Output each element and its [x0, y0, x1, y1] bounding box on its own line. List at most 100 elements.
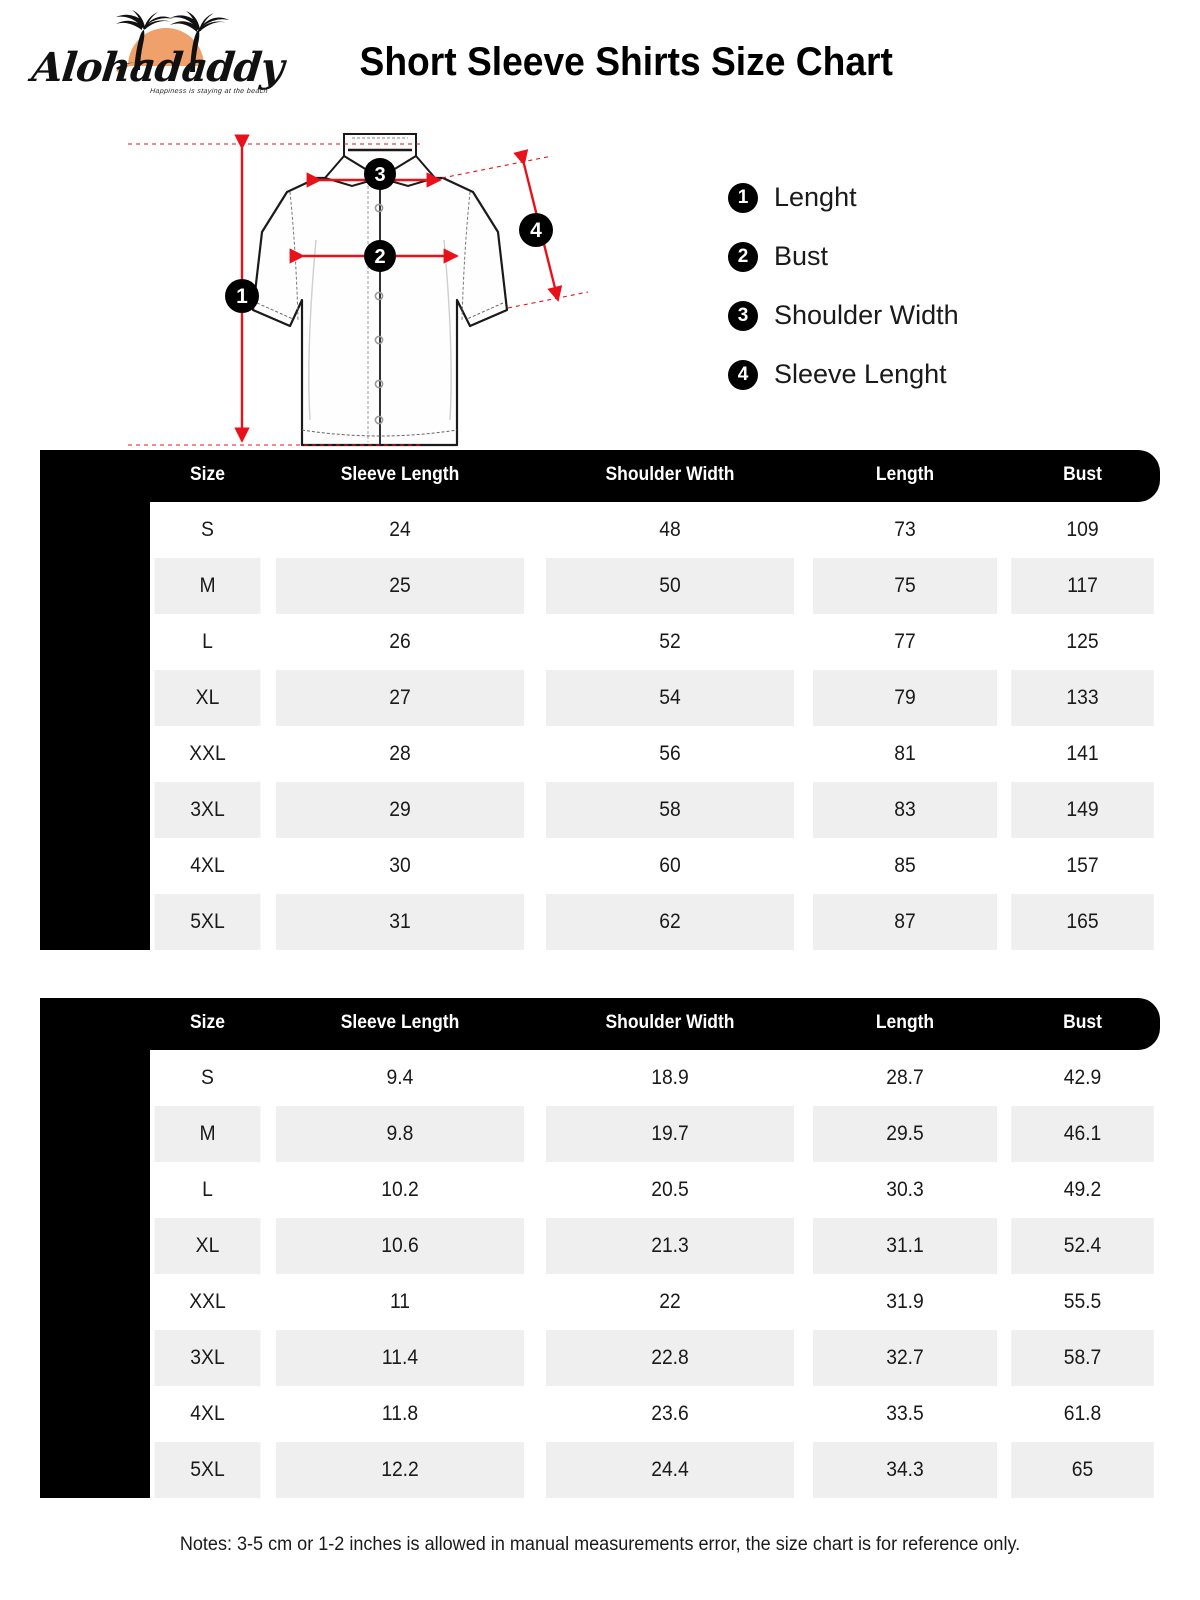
marker-4-icon: 4 — [728, 359, 758, 390]
table-row: 3XL 11.4 22.8 32.7 58.7 — [40, 1330, 1160, 1386]
cell-shoulder: 24.4 — [545, 1442, 795, 1498]
svg-text:2: 2 — [374, 246, 385, 268]
table-row: 4XL 11.8 23.6 33.5 61.8 — [40, 1386, 1160, 1442]
unit-spacer-cell — [44, 726, 146, 782]
header-size: Size — [190, 464, 225, 485]
cell-shoulder: 48 — [545, 502, 795, 558]
header-shoulder-width: Shoulder Width — [605, 1012, 735, 1033]
cell-shoulder: 22.8 — [545, 1330, 795, 1386]
cell-size: M — [154, 558, 261, 614]
cell-bust: 42.9 — [1011, 1050, 1154, 1106]
cell-sleeve: 24 — [275, 502, 525, 558]
cell-bust: 46.1 — [1011, 1106, 1154, 1162]
table-row: M 9.8 19.7 29.5 46.1 — [40, 1106, 1160, 1162]
cell-size: 3XL — [154, 782, 261, 838]
legend-label-shoulder-width: Shoulder Width — [774, 300, 959, 330]
inch-table: Size Sleeve Length Shoulder Width Length… — [40, 998, 1160, 1498]
cell-length: 85 — [813, 838, 997, 894]
header-size: Size — [190, 1012, 225, 1033]
cell-length: 83 — [813, 782, 997, 838]
unit-spacer-cell — [44, 558, 146, 614]
legend-item-shoulder-width: 3 Shoulder Width — [728, 300, 959, 331]
cell-sleeve: 25 — [275, 558, 525, 614]
unit-spacer-cell — [44, 1218, 146, 1274]
cell-sleeve: 9.4 — [275, 1050, 525, 1106]
brand-name: Alohadaddy — [29, 44, 286, 91]
cell-shoulder: 50 — [545, 558, 795, 614]
unit-spacer-cell — [44, 838, 146, 894]
cell-size: S — [154, 502, 261, 558]
cell-shoulder: 20.5 — [545, 1162, 795, 1218]
table-row: M 25 50 75 117 — [40, 558, 1160, 614]
cell-sleeve: 10.2 — [275, 1162, 525, 1218]
cell-size: XXL — [154, 1274, 261, 1330]
cell-sleeve: 28 — [275, 726, 525, 782]
cell-bust: 58.7 — [1011, 1330, 1154, 1386]
unit-spacer-cell — [44, 670, 146, 726]
legend-item-sleeve-length: 4 Sleeve Lenght — [728, 359, 959, 390]
header-length: Length — [875, 1012, 935, 1033]
table-row: 5XL 12.2 24.4 34.3 65 — [40, 1442, 1160, 1498]
cell-shoulder: 58 — [545, 782, 795, 838]
unit-spacer-cell — [44, 1274, 146, 1330]
cell-bust: 141 — [1011, 726, 1154, 782]
table-row: L 10.2 20.5 30.3 49.2 — [40, 1162, 1160, 1218]
cell-bust: 61.8 — [1011, 1386, 1154, 1442]
unit-spacer-cell — [44, 894, 146, 950]
table-row: S 9.4 18.9 28.7 42.9 — [40, 1050, 1160, 1106]
brand-logo — [38, 8, 278, 112]
cell-length: 73 — [813, 502, 997, 558]
cell-size: 4XL — [154, 1386, 261, 1442]
cell-shoulder: 19.7 — [545, 1106, 795, 1162]
cm-table-body: S 24 48 73 109 M 25 50 75 117 L 26 52 77 125 XL 27 54 79 13… — [40, 502, 1160, 950]
legend-item-length: 1 Lenght — [728, 182, 959, 213]
unit-spacer-cell — [44, 1386, 146, 1442]
size-table-cm: CM Size Sleeve Length Shoulder Width Len… — [40, 450, 1160, 950]
cell-size: 4XL — [154, 838, 261, 894]
header-sleeve-length: Sleeve Length — [340, 1012, 460, 1033]
header-bust: Bust — [1063, 464, 1102, 485]
inch-unit-header — [44, 998, 146, 1050]
unit-spacer-cell — [44, 614, 146, 670]
legend-item-bust: 2 Bust — [728, 241, 959, 272]
svg-text:1: 1 — [236, 285, 248, 308]
unit-spacer-cell — [44, 1106, 146, 1162]
cell-bust: 117 — [1011, 558, 1154, 614]
header-length: Length — [875, 464, 935, 485]
cell-sleeve: 27 — [275, 670, 525, 726]
cell-sleeve: 31 — [275, 894, 525, 950]
unit-spacer-cell — [44, 1162, 146, 1218]
cell-bust: 133 — [1011, 670, 1154, 726]
cell-size: S — [154, 1050, 261, 1106]
cell-bust: 65 — [1011, 1442, 1154, 1498]
inch-table-header-row: Size Sleeve Length Shoulder Width Length… — [40, 998, 1160, 1050]
table-row: S 24 48 73 109 — [40, 502, 1160, 558]
cell-size: 5XL — [154, 1442, 261, 1498]
cell-sleeve: 11 — [275, 1274, 525, 1330]
notes-text: Notes: 3-5 cm or 1-2 inches is allowed i… — [179, 1534, 1021, 1555]
measurement-diagram-section: 1 3 2 4 1 Lenght 2 Bust — [0, 120, 1200, 450]
unit-spacer-cell — [44, 502, 146, 558]
unit-spacer-cell — [44, 782, 146, 838]
cell-sleeve: 26 — [275, 614, 525, 670]
cell-sleeve: 11.4 — [275, 1330, 525, 1386]
cell-length: 31.1 — [813, 1218, 997, 1274]
brand-tagline: Happiness is staying at the beach — [149, 88, 269, 95]
short-sleeve-shirt-diagram: 1 3 2 4 — [128, 133, 589, 447]
legend-label-length: Lenght — [774, 182, 857, 212]
cell-length: 31.9 — [813, 1274, 997, 1330]
cell-bust: 109 — [1011, 502, 1154, 558]
cell-length: 29.5 — [813, 1106, 997, 1162]
cell-shoulder: 56 — [545, 726, 795, 782]
cm-unit-header — [44, 450, 146, 502]
cm-table: Size Sleeve Length Shoulder Width Length… — [40, 450, 1160, 950]
cell-sleeve: 29 — [275, 782, 525, 838]
unit-spacer-cell — [44, 1330, 146, 1386]
cell-size: L — [154, 614, 261, 670]
marker-2-icon: 2 — [728, 241, 758, 272]
cell-bust: 157 — [1011, 838, 1154, 894]
cell-length: 79 — [813, 670, 997, 726]
cell-length: 75 — [813, 558, 997, 614]
palm-trees-sunset-icon — [116, 10, 229, 72]
